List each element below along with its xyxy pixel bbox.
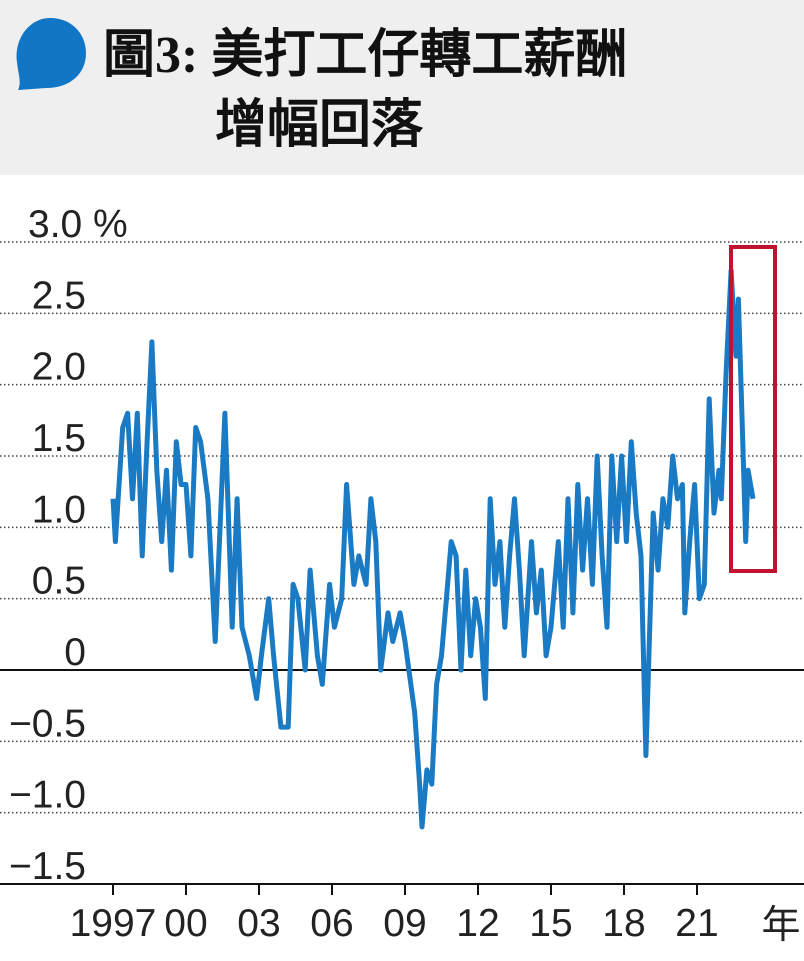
x-tick-label: 12 — [456, 902, 499, 945]
y-tick-label: 2.0 — [32, 346, 86, 389]
y-tick-label: 3.0 % — [28, 203, 128, 246]
bubble-icon — [16, 18, 87, 90]
y-tick-label: 2.5 — [32, 274, 86, 317]
x-tick-label: 06 — [310, 902, 353, 945]
y-tick-label: 1.0 — [32, 488, 86, 531]
y-tick-label: −1.0 — [9, 774, 86, 817]
chart-title: 圖3: 美打工仔轉工薪酬 — [103, 26, 627, 84]
header-band — [0, 0, 804, 175]
y-tick-label: 0 — [64, 631, 86, 674]
y-tick-label: −1.5 — [9, 845, 86, 888]
y-tick-label: 0.5 — [32, 560, 86, 603]
y-tick-label: 1.5 — [32, 417, 86, 460]
x-tick-label: 18 — [602, 902, 645, 945]
chart-title: 增幅回落 — [215, 96, 424, 154]
highlight-box — [729, 245, 777, 573]
x-tick-label: 1997 — [70, 902, 157, 945]
x-tick-label: 03 — [237, 902, 280, 945]
x-tick-label: 00 — [164, 902, 207, 945]
data-line — [110, 268, 756, 830]
x-unit: 年 — [761, 904, 800, 947]
x-tick-label: 09 — [383, 902, 426, 945]
x-tick-label: 21 — [675, 902, 718, 945]
y-tick-label: −0.5 — [9, 702, 86, 745]
x-tick-label: 15 — [529, 902, 572, 945]
